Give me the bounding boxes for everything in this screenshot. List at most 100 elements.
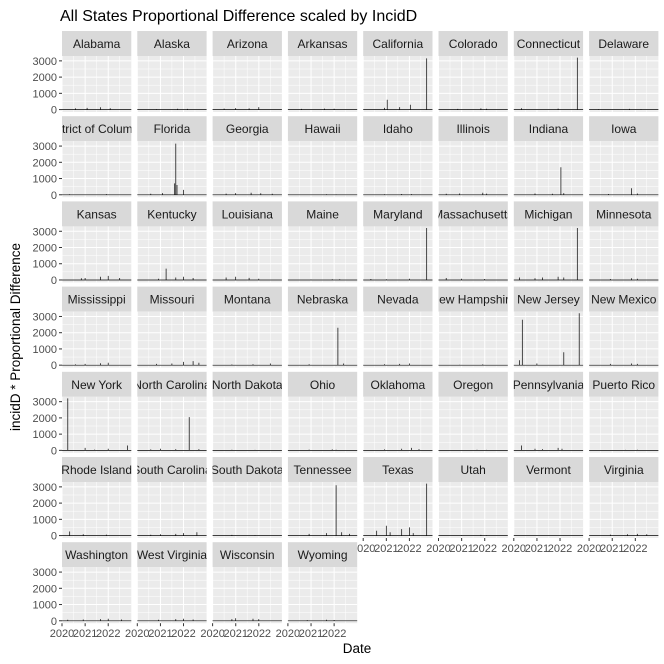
facet-label: Vermont <box>526 463 571 477</box>
facet-label: California <box>372 37 423 51</box>
facet-strip <box>363 116 433 142</box>
series-line-rhode-island <box>62 531 132 536</box>
facet-strip <box>62 31 132 56</box>
facet-oregon: Oregon <box>438 371 508 453</box>
x-tick-label: 2020 <box>200 628 224 640</box>
facet-label: Oregon <box>453 378 493 392</box>
facet-strip <box>137 371 207 397</box>
facet-louisiana: Louisiana <box>212 201 282 283</box>
x-tick-label: 2020 <box>50 628 74 640</box>
facet-label: Utah <box>460 463 485 477</box>
facet-minnesota: Minnesota <box>588 201 659 283</box>
facet-new-mexico: New Mexico <box>588 286 659 368</box>
series-line-iowa <box>589 188 659 196</box>
facet-label: New Jersey <box>517 293 580 307</box>
series-line-south-dakota <box>212 534 282 536</box>
y-tick-label: 3000 <box>33 567 57 579</box>
series-line-new-york <box>62 398 132 451</box>
series-line-washington <box>62 618 132 622</box>
series-line-alaska <box>137 108 207 110</box>
series-line-north-dakota <box>212 449 282 451</box>
facet-mississippi: Mississippi 0 1000 2000 3000 <box>33 286 132 372</box>
series-line-michigan <box>513 228 584 281</box>
facet-strip <box>589 371 659 397</box>
facet-strip <box>62 457 132 482</box>
y-tick-label: 3000 <box>33 311 57 323</box>
facet-label: Alabama <box>73 37 121 51</box>
facet-strip <box>438 201 508 227</box>
x-tick-label: 2020 <box>426 543 450 555</box>
facet-label: Wyoming <box>298 548 348 562</box>
facet-label: New Mexico <box>591 293 657 307</box>
series-line-hawaii <box>287 194 358 196</box>
series-line-massachusetts <box>438 278 508 281</box>
x-tick-label: 2022 <box>171 628 195 640</box>
facet-missouri: Missouri <box>136 286 207 368</box>
y-tick-label: 2000 <box>33 243 57 255</box>
series-line-minnesota <box>589 278 659 281</box>
y-tick-label: 2000 <box>33 498 57 510</box>
facet-strip <box>513 371 584 397</box>
facet-georgia: Georgia <box>212 116 282 198</box>
facet-iowa: Iowa <box>588 116 659 198</box>
facet-strip <box>363 31 433 56</box>
y-tick-label: 0 <box>51 445 57 457</box>
series-line-new-hampshire <box>438 364 508 366</box>
facet-strip <box>62 286 132 312</box>
facet-label: Puerto Rico <box>592 378 655 392</box>
facet-strip <box>438 286 508 312</box>
facet-strip <box>589 31 659 56</box>
facet-strip <box>589 201 659 227</box>
facet-label: Tennessee <box>294 463 352 477</box>
x-tick-label: 2021 <box>148 628 172 640</box>
facet-label: Indiana <box>529 122 569 136</box>
facet-label: Michigan <box>524 207 572 221</box>
facet-label: South Carolina <box>132 463 212 477</box>
facet-idaho: Idaho <box>362 116 433 198</box>
y-tick-label: 2000 <box>33 583 57 595</box>
facet-label: Pennsylvania <box>513 378 585 392</box>
facet-label: Ohio <box>310 378 336 392</box>
facet-hawaii: Hawaii <box>287 116 358 198</box>
facet-label: Nebraska <box>297 293 349 307</box>
facet-strip <box>438 457 508 482</box>
y-tick-label: 2000 <box>33 328 57 340</box>
series-line-missouri <box>137 361 207 366</box>
series-line-kentucky <box>137 268 207 281</box>
series-line-arkansas <box>287 108 358 110</box>
facet-label: Alaska <box>154 37 190 51</box>
facet-label: North Dakota <box>212 378 283 392</box>
series-line-new-mexico <box>589 363 659 366</box>
series-line-tennessee <box>287 485 358 536</box>
facet-panels: Alabama 0 1000 2000 3000 Alaska Arizona Arkansa… <box>33 31 659 640</box>
y-tick-label: 1000 <box>33 88 57 100</box>
facet-illinois: Illinois <box>438 116 508 198</box>
series-line-indiana <box>513 167 584 196</box>
facet-strip <box>62 201 132 227</box>
series-line-west-virginia <box>137 618 207 622</box>
facet-strip <box>212 286 282 312</box>
facet-nebraska: Nebraska <box>287 286 358 368</box>
facet-label: Rhode Island <box>61 463 132 477</box>
facet-florida: Florida <box>136 116 207 198</box>
facet-label: West Virginia <box>137 548 208 562</box>
facet-colorado: Colorado <box>438 31 508 112</box>
facet-strip <box>287 457 358 482</box>
series-line-connecticut <box>513 57 584 110</box>
facet-label: New Hampshire <box>430 293 516 307</box>
y-tick-label: 2000 <box>33 413 57 425</box>
facet-strip <box>137 116 207 142</box>
y-tick-label: 1000 <box>33 259 57 271</box>
facet-label: Illinois <box>456 122 489 136</box>
facet-strip <box>137 457 207 482</box>
y-tick-label: 0 <box>51 275 57 287</box>
facet-label: Connecticut <box>517 37 581 51</box>
series-line-pennsylvania <box>513 445 584 451</box>
facet-pennsylvania: Pennsylvania <box>513 371 585 453</box>
